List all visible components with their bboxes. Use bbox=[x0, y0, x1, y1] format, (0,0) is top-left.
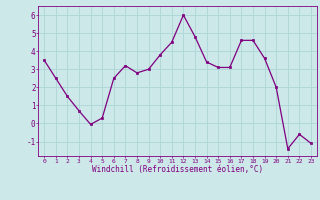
X-axis label: Windchill (Refroidissement éolien,°C): Windchill (Refroidissement éolien,°C) bbox=[92, 165, 263, 174]
